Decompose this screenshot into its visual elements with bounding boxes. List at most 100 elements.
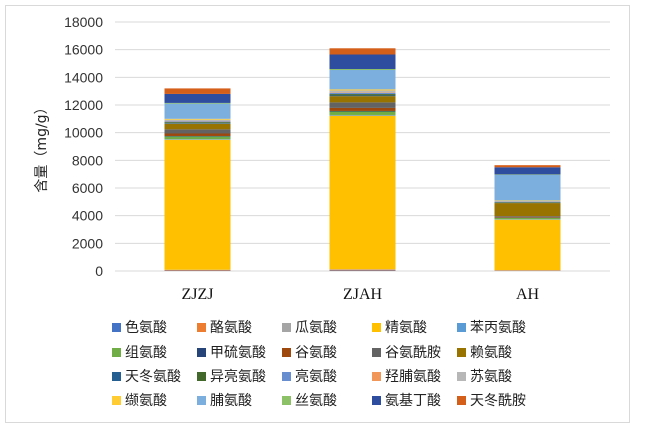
bar-segment-zjah: [329, 111, 396, 115]
legend-label: 苯丙氨酸: [470, 319, 526, 336]
bar-segment-zjah: [329, 94, 396, 96]
legend-swatch: [197, 396, 206, 405]
legend-swatch: [457, 396, 466, 405]
bar-segment-ah: [494, 167, 561, 175]
bar-segment-zjzj: [164, 103, 231, 119]
bar-segment-ah: [494, 216, 561, 218]
legend-swatch: [112, 396, 121, 405]
bar-segment-zjah: [329, 107, 396, 111]
chart-frame: [5, 5, 630, 423]
legend-swatch: [372, 323, 381, 332]
legend-swatch: [372, 372, 381, 381]
y-tick-label: 6000: [72, 180, 103, 196]
bar-segment-zjzj: [164, 133, 231, 136]
bar-segment-ah: [494, 219, 561, 271]
bar-segment-zjzj: [164, 270, 231, 271]
bar-segment-ah: [494, 217, 561, 220]
legend-swatch: [112, 372, 121, 381]
y-tick-label: 12000: [64, 97, 103, 113]
bar-segment-zjah: [329, 92, 396, 95]
bar-segment-zjzj: [164, 123, 231, 130]
bar-segment-zjah: [329, 110, 396, 112]
legend-label: 赖氨酸: [470, 345, 512, 361]
bar-segment-zjah: [329, 70, 396, 90]
x-category-label: AH: [516, 286, 540, 303]
bar-segment-ah: [494, 165, 561, 168]
bar-segment-zjah: [329, 48, 396, 55]
y-tick-label: 8000: [72, 152, 103, 168]
bar-segment-ah: [494, 200, 561, 202]
bar-segment-ah: [494, 174, 561, 201]
legend-label: 异亮氨酸: [210, 368, 266, 385]
bar-segment-zjzj: [164, 121, 231, 123]
legend-label: 天冬酰胺: [470, 393, 526, 409]
y-axis-label: 含量（mg/g）: [34, 100, 50, 192]
legend-swatch: [457, 323, 466, 332]
bar-segment-zjah: [329, 54, 396, 70]
bar-segment-zjzj: [164, 93, 231, 103]
x-category-label: ZJZJ: [182, 286, 214, 303]
bar-segment-zjzj: [164, 136, 231, 140]
bar-segment-ah: [494, 217, 561, 218]
bar-segment-zjzj: [164, 122, 231, 124]
bar-segment-zjzj: [164, 123, 231, 124]
legend-swatch: [457, 348, 466, 357]
legend-swatch: [197, 348, 206, 357]
legend-swatch: [282, 348, 291, 357]
bar-segment-zjzj: [164, 119, 231, 122]
y-tick-label: 16000: [64, 42, 103, 58]
y-tick-label: 0: [95, 263, 103, 279]
y-tick-label: 4000: [72, 208, 103, 224]
y-tick-label: 18000: [64, 14, 103, 30]
bar-segment-zjah: [329, 102, 396, 108]
legend-swatch: [372, 348, 381, 357]
bar-segment-zjah: [329, 95, 396, 97]
legend-swatch: [282, 372, 291, 381]
legend-swatch: [457, 372, 466, 381]
bar-segment-zjah: [329, 89, 396, 91]
legend-label: 精氨酸: [385, 320, 427, 336]
bar-segment-zjah: [329, 270, 396, 271]
legend-swatch: [112, 348, 121, 357]
bar-segment-zjah: [329, 114, 396, 116]
bar-segment-zjah: [329, 269, 396, 271]
y-tick-label: 2000: [72, 235, 103, 251]
legend-label: 色氨酸: [125, 319, 167, 336]
legend-label: 组氨酸: [125, 345, 167, 361]
legend-label: 瓜氨酸: [295, 320, 337, 336]
legend-swatch: [372, 396, 381, 405]
legend-swatch: [112, 323, 121, 332]
legend-label: 酪氨酸: [210, 320, 252, 336]
legend-label: 甲硫氨酸: [210, 345, 266, 361]
legend-label: 丝氨酸: [295, 393, 337, 409]
bar-segment-zjzj: [164, 129, 231, 134]
legend-label: 天冬氨酸: [125, 369, 181, 385]
y-tick-label: 14000: [64, 69, 103, 85]
legend-label: 亮氨酸: [295, 368, 337, 385]
legend-label: 脯氨酸: [210, 393, 252, 409]
bar-segment-ah: [494, 202, 561, 203]
legend-label: 谷氨酰胺: [385, 345, 441, 361]
legend-label: 谷氨酸: [295, 345, 337, 361]
y-tick-label: 10000: [64, 125, 103, 141]
legend-swatch: [282, 323, 291, 332]
bar-segment-ah: [494, 203, 561, 217]
legend-swatch: [197, 372, 206, 381]
bar-segment-zjah: [329, 115, 396, 270]
bar-segment-zjzj: [164, 139, 231, 270]
bar-segment-zjzj: [164, 118, 231, 120]
legend-label: 羟脯氨酸: [385, 369, 441, 385]
bar-segment-zjah: [329, 69, 396, 71]
legend-swatch: [282, 396, 291, 405]
x-category-label: ZJAH: [343, 286, 383, 303]
legend-label: 缬氨酸: [125, 393, 167, 409]
bar-segment-zjah: [329, 90, 396, 93]
bar-segment-zjzj: [164, 88, 231, 94]
bar-segment-zjah: [329, 96, 396, 103]
legend-swatch: [197, 323, 206, 332]
legend-label: 苏氨酸: [470, 369, 512, 385]
bar-segment-zjzj: [164, 102, 231, 104]
bar-segment-zjzj: [164, 139, 231, 140]
legend-label: 氨基丁酸: [385, 392, 441, 409]
